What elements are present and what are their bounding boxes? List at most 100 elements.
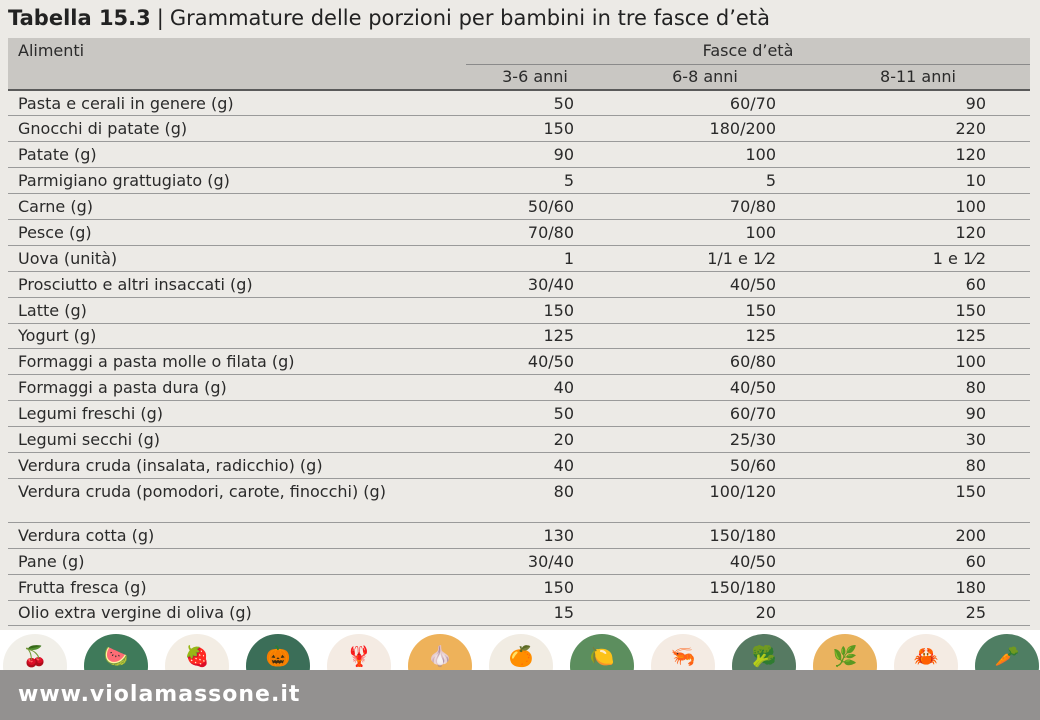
value-3-6-cell: 40/50 xyxy=(466,348,604,376)
value-8-11-cell: 10 xyxy=(806,167,1030,195)
value-8-11-cell: 220 xyxy=(806,115,1030,143)
food-cell: Olio extra vergine di oliva (g) xyxy=(8,600,466,627)
table-row: Verdura cruda (insalata, radicchio) (g) 4… xyxy=(8,452,1030,479)
table-row: Verdura cotta (g) 130 150/180 200 xyxy=(8,522,1030,549)
value-3-6-cell: 125 xyxy=(466,323,604,350)
table-row: Parmigiano grattugiato (g) 5 5 10 xyxy=(8,167,1030,195)
table-row: Carne (g) 50/60 70/80 100 xyxy=(8,193,1030,220)
title-separator: | xyxy=(156,6,164,30)
food-cell: Formaggi a pasta dura (g) xyxy=(8,374,466,402)
value-6-8-cell: 125 xyxy=(604,323,806,350)
footer: www.violamassone.it xyxy=(0,670,1040,720)
garlic-icon: 🧄 xyxy=(408,634,472,670)
value-3-6-cell: 5 xyxy=(466,167,604,195)
page: Tabella 15.3 | Grammature delle porzioni p… xyxy=(8,6,1030,627)
food-cell: Legumi freschi (g) xyxy=(8,400,466,428)
header-age-3-6: 3-6 anni xyxy=(466,64,604,91)
website-url: www.violamassone.it xyxy=(18,682,301,707)
value-6-8-cell: 70/80 xyxy=(604,193,806,220)
value-8-11-cell: 125 xyxy=(806,323,1030,350)
food-cell: Gnocchi di patate (g) xyxy=(8,115,466,143)
value-6-8-cell: 1/1 e 1⁄2 xyxy=(604,245,806,272)
value-6-8-cell: 150/180 xyxy=(604,522,806,549)
value-3-6-cell: 50 xyxy=(466,90,604,117)
value-8-11-cell: 100 xyxy=(806,193,1030,220)
food-icons-band: 🍒 🍉 🍓 🎃 🦞 🧄 🍊 🍋 🦐 🥦 🌿 🦀 🥕 xyxy=(0,630,1040,670)
value-8-11-cell: 120 xyxy=(806,219,1030,246)
value-6-8-cell: 180/200 xyxy=(604,115,806,143)
value-3-6-cell: 1 xyxy=(466,245,604,272)
value-6-8-cell: 150/180 xyxy=(604,574,806,601)
orange-icon: 🍊 xyxy=(489,634,553,670)
value-3-6-cell: 15 xyxy=(466,600,604,627)
table-row: Legumi freschi (g) 50 60/70 90 xyxy=(8,400,1030,428)
value-6-8-cell: 25/30 xyxy=(604,426,806,453)
lemon-slice-icon: 🍋 xyxy=(570,634,634,670)
table-row: Gnocchi di patate (g) 150 180/200 220 xyxy=(8,115,1030,143)
portion-table: Alimenti Fasce d’età 3-6 anni 6-8 anni 8… xyxy=(8,38,1030,627)
value-6-8-cell: 40/50 xyxy=(604,374,806,402)
table-caption: Grammature delle porzioni per bambini in… xyxy=(169,6,770,30)
header-age-6-8: 6-8 anni xyxy=(604,64,806,91)
value-8-11-cell: 30 xyxy=(806,426,1030,453)
table-row: Uova (unità) 1 1/1 e 1⁄2 1 e 1⁄2 xyxy=(8,245,1030,272)
value-3-6-cell: 50/60 xyxy=(466,193,604,220)
value-8-11-cell: 150 xyxy=(806,297,1030,324)
table-row: Legumi secchi (g) 20 25/30 30 xyxy=(8,426,1030,453)
value-8-11-cell: 150 xyxy=(806,478,1030,523)
cherries-icon: 🍒 xyxy=(3,634,67,670)
table-number: Tabella 15.3 xyxy=(8,6,151,30)
value-6-8-cell: 150 xyxy=(604,297,806,324)
leaf-icon: 🌿 xyxy=(813,634,877,670)
value-3-6-cell: 90 xyxy=(466,141,604,169)
value-3-6-cell: 20 xyxy=(466,426,604,453)
crab-icon: 🦀 xyxy=(894,634,958,670)
value-3-6-cell: 130 xyxy=(466,522,604,549)
value-8-11-cell: 80 xyxy=(806,452,1030,479)
value-3-6-cell: 40 xyxy=(466,452,604,479)
table-row: Pasta e cerali in genere (g) 50 60/70 90 xyxy=(8,90,1030,117)
table-row: Formaggi a pasta dura (g) 40 40/50 80 xyxy=(8,374,1030,402)
value-3-6-cell: 40 xyxy=(466,374,604,402)
food-cell: Legumi secchi (g) xyxy=(8,426,466,453)
table-row: Prosciutto e altri insaccati (g) 30/40 40/… xyxy=(8,271,1030,298)
header-fasce-eta: Fasce d’età xyxy=(466,38,1030,65)
food-cell: Pesce (g) xyxy=(8,219,466,246)
value-8-11-cell: 200 xyxy=(806,522,1030,549)
value-3-6-cell: 30/40 xyxy=(466,271,604,298)
value-8-11-cell: 120 xyxy=(806,141,1030,169)
value-3-6-cell: 30/40 xyxy=(466,548,604,575)
value-6-8-cell: 50/60 xyxy=(604,452,806,479)
table-row: Pesce (g) 70/80 100 120 xyxy=(8,219,1030,246)
value-6-8-cell: 5 xyxy=(604,167,806,195)
value-3-6-cell: 70/80 xyxy=(466,219,604,246)
table-row: Pane (g) 30/40 40/50 60 xyxy=(8,548,1030,575)
value-6-8-cell: 100 xyxy=(604,141,806,169)
food-cell: Patate (g) xyxy=(8,141,466,169)
food-cell: Prosciutto e altri insaccati (g) xyxy=(8,271,466,298)
food-cell: Carne (g) xyxy=(8,193,466,220)
food-cell: Yogurt (g) xyxy=(8,323,466,350)
lobster-icon: 🦞 xyxy=(327,634,391,670)
food-cell: Verdura cruda (pomodori, carote, finocch… xyxy=(8,478,466,523)
shrimp-icon: 🦐 xyxy=(651,634,715,670)
table-row: Yogurt (g) 125 125 125 xyxy=(8,323,1030,350)
value-8-11-cell: 25 xyxy=(806,600,1030,627)
watermelon-icon: 🍉 xyxy=(84,634,148,670)
pumpkin-icon: 🎃 xyxy=(246,634,310,670)
table-title: Tabella 15.3 | Grammature delle porzioni p… xyxy=(8,6,770,36)
value-6-8-cell: 100 xyxy=(604,219,806,246)
food-cell: Formaggi a pasta molle o filata (g) xyxy=(8,348,466,376)
table-row: Latte (g) 150 150 150 xyxy=(8,297,1030,324)
value-8-11-cell: 90 xyxy=(806,90,1030,117)
value-6-8-cell: 60/80 xyxy=(604,348,806,376)
radish-icon: 🥕 xyxy=(975,634,1039,670)
food-cell: Parmigiano grattugiato (g) xyxy=(8,167,466,195)
value-6-8-cell: 40/50 xyxy=(604,271,806,298)
value-8-11-cell: 90 xyxy=(806,400,1030,428)
value-8-11-cell: 100 xyxy=(806,348,1030,376)
value-3-6-cell: 80 xyxy=(466,478,604,523)
value-6-8-cell: 100/120 xyxy=(604,478,806,523)
table-row: Olio extra vergine di oliva (g) 15 20 25 xyxy=(8,600,1030,627)
strawberry-icon: 🍓 xyxy=(165,634,229,670)
